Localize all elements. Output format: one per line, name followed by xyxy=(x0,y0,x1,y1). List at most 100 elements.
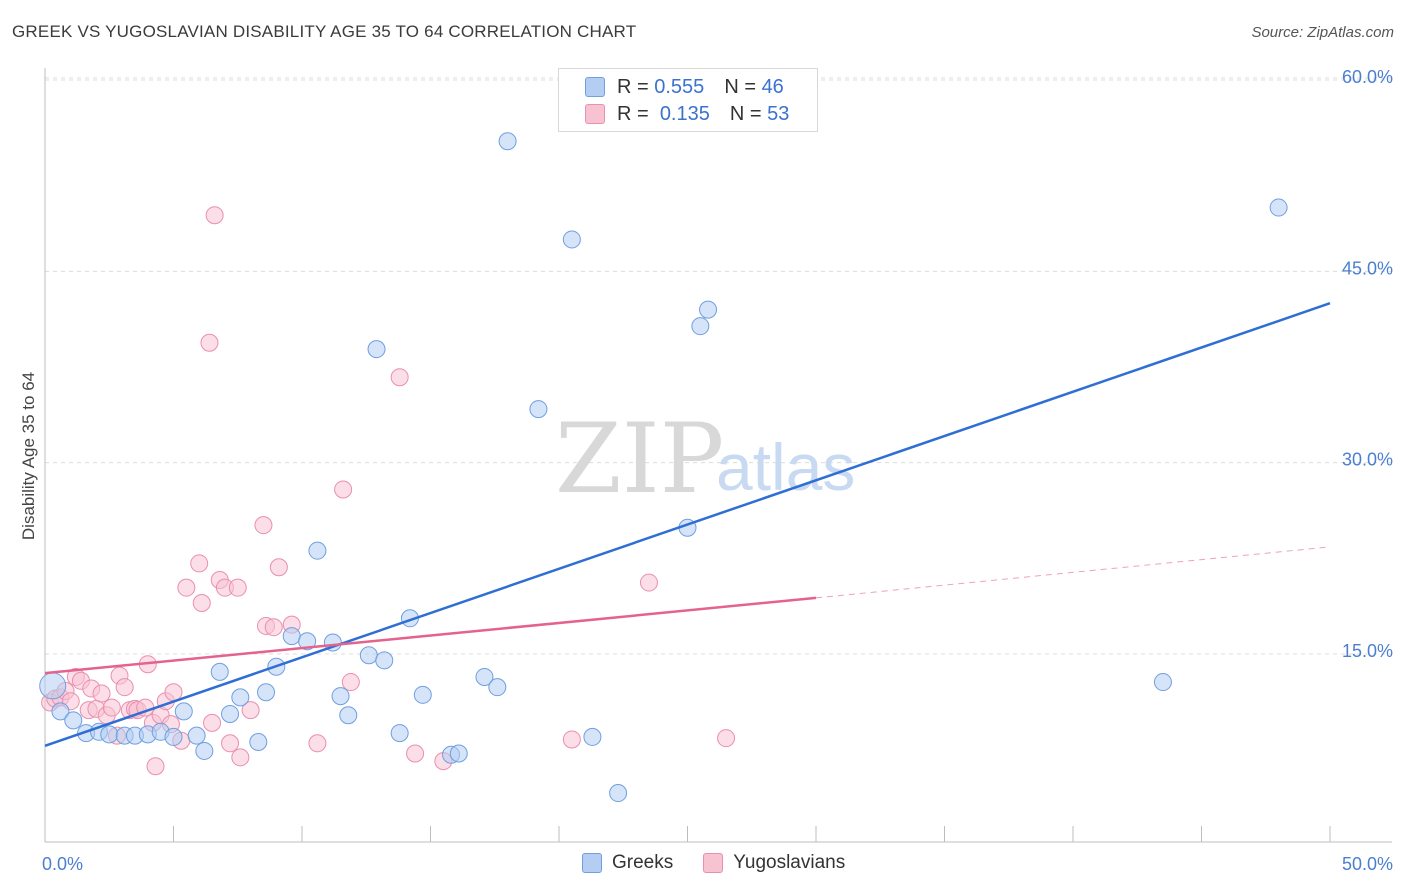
greeks-point xyxy=(529,400,548,419)
greeks-point xyxy=(331,687,350,706)
greeks-point xyxy=(221,704,240,723)
legend-r-value-greeks: 0.555 xyxy=(654,75,705,98)
watermark-zip: ZIP xyxy=(555,403,724,515)
yugoslavians-swatch xyxy=(585,104,605,124)
yugoslavians-point xyxy=(390,368,409,387)
chart-title: GREEK VS YUGOSLAVIAN DISABILITY AGE 35 T… xyxy=(12,22,637,41)
y-tick-labels: 15.0% 30.0% 45.0% 60.0% xyxy=(1342,67,1393,661)
yugoslavians-trend-line xyxy=(44,596,817,675)
greeks-point xyxy=(583,727,602,746)
yugoslavians-point xyxy=(231,748,250,767)
source-label: Source: ZipAtlas.com xyxy=(1251,24,1394,41)
yugoslavians-point xyxy=(221,734,240,753)
yugoslavians-point xyxy=(92,684,111,703)
yugoslavians-point xyxy=(308,734,327,753)
greeks-point xyxy=(282,627,301,646)
greeks-point xyxy=(1153,673,1172,692)
greeks-point xyxy=(164,727,183,746)
greeks-point xyxy=(257,683,276,702)
yugoslavians-point xyxy=(269,558,288,577)
x-tick-label: 0.0% xyxy=(42,854,83,874)
yugoslavians-point xyxy=(205,206,224,225)
watermark-atlas: atlas xyxy=(716,430,855,504)
greeks-point xyxy=(195,741,214,760)
greeks-point xyxy=(475,667,494,686)
greeks-trend-line xyxy=(44,302,1331,748)
greeks-point xyxy=(390,724,409,743)
legend-n-value-greeks: 46 xyxy=(761,75,784,98)
yugoslavians-point xyxy=(334,480,353,499)
greeks-point xyxy=(298,632,317,651)
yugoslavians-legend-swatch xyxy=(703,853,724,873)
watermark: ZIP atlas xyxy=(555,403,855,515)
gridlines xyxy=(45,77,1392,655)
trend-lines xyxy=(44,302,1331,748)
yugoslavians-point xyxy=(192,593,211,612)
correlation-legend: R = 0.555 N = 46 R = 0.135 N = 53 xyxy=(558,68,818,132)
greeks-point xyxy=(1269,198,1288,217)
legend-row-yugoslavians: R = 0.135 N = 53 xyxy=(585,101,789,127)
yugoslavians-point xyxy=(264,618,283,637)
greeks-point xyxy=(174,702,193,721)
yugoslavians-point xyxy=(177,578,196,597)
yugoslavians-point xyxy=(562,730,581,749)
y-tick-label: 30.0% xyxy=(1342,450,1393,470)
greeks-point xyxy=(413,685,432,704)
y-tick-label: 60.0% xyxy=(1342,67,1393,87)
legend-row-greeks: R = 0.555 N = 46 xyxy=(585,74,784,100)
yugoslavians-point xyxy=(228,578,247,597)
yugoslavians-point xyxy=(146,757,165,776)
greeks-point xyxy=(562,230,581,249)
greeks-point xyxy=(100,725,119,744)
yugoslavians-legend-label: Yugoslavians xyxy=(733,852,846,873)
greeks-point xyxy=(339,706,358,725)
y-tick-label: 45.0% xyxy=(1342,258,1393,278)
x-tick-label: 50.0% xyxy=(1342,854,1393,874)
yugoslavians-point xyxy=(717,729,736,748)
greeks-point xyxy=(699,300,718,319)
greeks-point xyxy=(691,317,710,336)
legend-r-label: R = xyxy=(617,75,649,98)
greeks-point xyxy=(39,672,67,700)
legend-n-label: N = xyxy=(729,102,762,125)
greeks-point xyxy=(51,702,70,721)
axes xyxy=(44,68,1392,843)
y-tick-label: 15.0% xyxy=(1342,641,1393,661)
yugoslavians-trend-extension xyxy=(815,546,1331,599)
greeks-point xyxy=(308,541,327,560)
greeks-point xyxy=(488,678,507,697)
yugoslavians-point xyxy=(241,701,260,720)
legend-n-value-yugoslavians: 53 xyxy=(767,102,790,125)
greeks-point xyxy=(187,726,206,745)
legend-item-yugoslavians[interactable]: Yugoslavians xyxy=(703,852,845,874)
yugoslavians-point xyxy=(254,516,273,535)
legend-r-value-yugoslavians: 0.135 xyxy=(659,102,710,125)
yugoslavians-point xyxy=(341,673,360,692)
greeks-point xyxy=(498,132,517,151)
yugoslavians-point xyxy=(203,713,222,732)
yugoslavians-point xyxy=(115,678,134,697)
greeks-point xyxy=(64,711,83,730)
greeks-point xyxy=(449,744,468,763)
greeks-point xyxy=(367,340,386,359)
yugoslavians-point xyxy=(102,698,121,717)
greeks-point xyxy=(210,662,229,681)
greeks-point xyxy=(359,646,378,665)
greeks-point xyxy=(375,651,394,670)
greeks-swatch xyxy=(585,77,605,97)
yugoslavians-point xyxy=(639,573,658,592)
legend-item-greeks[interactable]: Greeks xyxy=(582,852,673,874)
greeks-legend-swatch xyxy=(582,853,602,873)
series-legend: Greeks Yugoslavians xyxy=(582,852,875,874)
greeks-point xyxy=(231,688,250,707)
yugoslavians-point xyxy=(200,333,219,352)
greeks-point xyxy=(249,733,268,752)
greeks-point xyxy=(609,784,628,803)
yugoslavians-point xyxy=(406,744,425,763)
y-axis-label: Disability Age 35 to 64 xyxy=(19,372,38,540)
greeks-legend-label: Greeks xyxy=(612,852,674,873)
yugoslavians-point xyxy=(190,554,209,573)
x-tick-labels: 0.0% 50.0% xyxy=(42,854,1393,874)
legend-n-label: N = xyxy=(724,75,756,98)
